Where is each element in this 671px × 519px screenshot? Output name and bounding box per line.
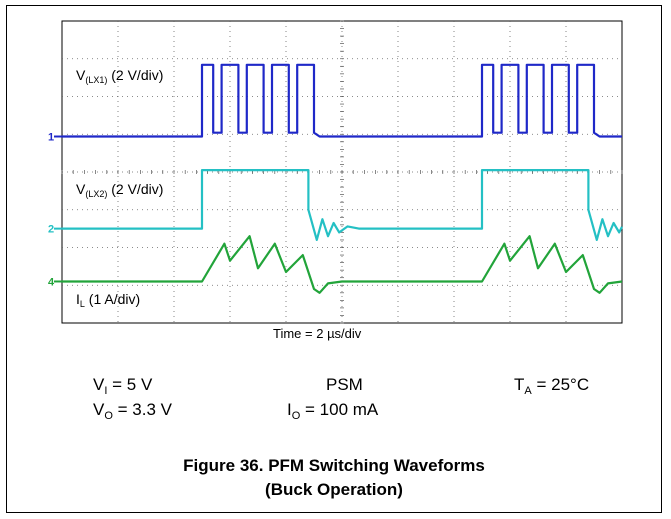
trace-label-vlx1: V(LX1) (2 V/div) [76,67,164,85]
trace-label-il: IL (1 A/div) [76,291,141,309]
channel-marker-4: 4 [48,276,62,288]
figure-frame: 1 2 4 V(LX1) (2 V/div) V(LX2) (2 V/div) IL… [6,5,662,513]
condition-vi: VI = 5 V [93,375,153,397]
channel-marker-label: 1 [48,132,54,144]
channel-marker-1: 1 [48,132,62,144]
figure-caption-subtitle: (Buck Operation) [265,480,403,499]
condition-ta: TA = 25°C [514,375,590,397]
x-axis-label: Time = 2 µs/div [273,326,362,341]
trace-2 [62,169,623,241]
condition-vo: VO = 3.3 V [93,400,172,422]
trace-3 [62,235,623,294]
condition-io: IO = 100 mA [287,400,379,422]
channel-markers: 1 2 4 [48,132,62,288]
channel-marker-2: 2 [48,224,62,236]
figure-caption-title: Figure 36. PFM Switching Waveforms [183,456,485,475]
plot-traces [62,63,623,294]
channel-marker-label: 4 [48,276,55,288]
channel-marker-label: 2 [48,224,54,236]
trace-1 [62,63,622,138]
oscilloscope-plot: 1 2 4 [48,20,623,324]
condition-mode: PSM [326,375,363,394]
trace-label-vlx2: V(LX2) (2 V/div) [76,181,164,199]
